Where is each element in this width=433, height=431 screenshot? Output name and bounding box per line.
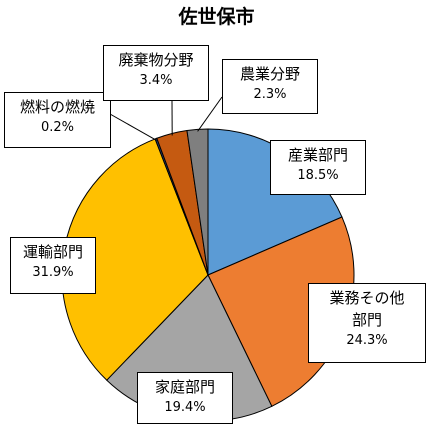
pie-slice-6 [186, 128, 209, 276]
leader-nogyo [197, 96, 223, 132]
label-haikibutsu: 廃棄物分野 3.4% [103, 45, 209, 101]
label-katei: 家庭部門 19.4% [137, 372, 233, 424]
label-unyu: 運輸部門 31.9% [10, 237, 96, 294]
chart-title: 佐世保市 [178, 6, 255, 28]
label-sangyo: 産業部門 18.5% [270, 140, 366, 195]
leader-nenryo [109, 113, 157, 141]
label-nogyo: 農業分野 2.3% [222, 59, 318, 114]
label-gyomu: 業務その他 部門 24.3% [308, 283, 426, 363]
label-nenryo: 燃料の燃焼 0.2% [4, 92, 111, 148]
